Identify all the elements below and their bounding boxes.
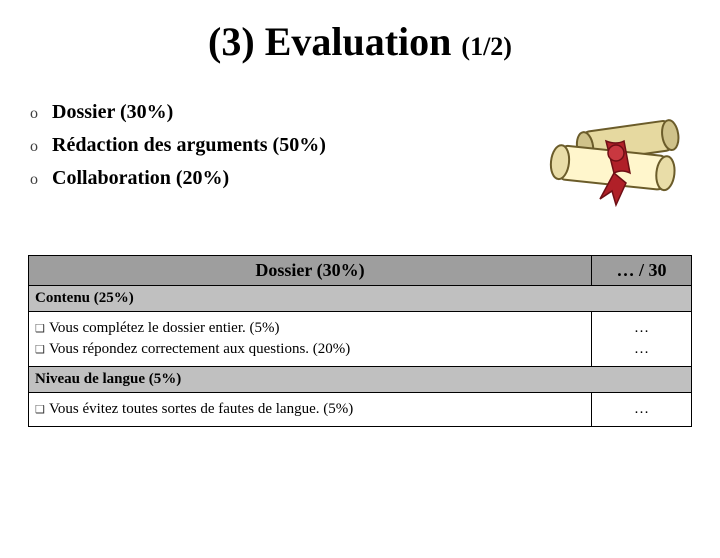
rubric-item-score: … bbox=[634, 401, 649, 417]
rubric-item-text: Vous complétez le dossier entier. (5%) bbox=[49, 320, 280, 336]
checkbox-icon: ❑ bbox=[35, 403, 49, 418]
bullet-text: Dossier (30%) bbox=[52, 101, 173, 124]
table-row: Dossier (30%) … / 30 bbox=[29, 256, 692, 286]
rubric-item-score: … bbox=[634, 341, 649, 357]
rubric-item-text: Vous évitez toutes sortes de fautes de l… bbox=[49, 401, 353, 417]
rubric-item-text: Vous répondez correctement aux questions… bbox=[49, 341, 350, 357]
rubric-items-cell: ❑Vous complétez le dossier entier. (5%) … bbox=[29, 312, 592, 367]
rubric-score-cell: … bbox=[592, 393, 692, 427]
list-item: o Dossier (30%) bbox=[28, 101, 526, 124]
rubric-section-label: Contenu (25%) bbox=[29, 286, 692, 312]
diploma-scroll-icon bbox=[526, 95, 692, 215]
rubric-items-cell: ❑Vous évitez toutes sortes de fautes de … bbox=[29, 393, 592, 427]
title-page-indicator: (1/2) bbox=[461, 32, 512, 61]
checkbox-icon: ❑ bbox=[35, 343, 49, 358]
checkbox-icon: ❑ bbox=[35, 322, 49, 337]
bullet-list: o Dossier (30%) o Rédaction des argument… bbox=[28, 95, 526, 200]
bullet-marker: o bbox=[28, 171, 52, 189]
slide-title: (3) Evaluation (1/2) bbox=[0, 18, 720, 65]
rubric-score-cell: … … bbox=[592, 312, 692, 367]
table-row: Niveau de langue (5%) bbox=[29, 367, 692, 393]
rubric-section-label: Niveau de langue (5%) bbox=[29, 367, 692, 393]
bullet-marker: o bbox=[28, 105, 52, 123]
rubric-table: Dossier (30%) … / 30 Contenu (25%) ❑Vous… bbox=[28, 255, 692, 427]
rubric-header-title: Dossier (30%) bbox=[29, 256, 592, 286]
title-main: (3) Evaluation bbox=[208, 19, 451, 64]
bullet-text: Rédaction des arguments (50%) bbox=[52, 134, 326, 157]
rubric-header-score: … / 30 bbox=[592, 256, 692, 286]
rubric-item-score: … bbox=[634, 320, 649, 336]
list-item: o Rédaction des arguments (50%) bbox=[28, 134, 526, 157]
list-item: o Collaboration (20%) bbox=[28, 167, 526, 190]
table-row: ❑Vous évitez toutes sortes de fautes de … bbox=[29, 393, 692, 427]
bullet-text: Collaboration (20%) bbox=[52, 167, 229, 190]
table-row: Contenu (25%) bbox=[29, 286, 692, 312]
bullet-marker: o bbox=[28, 138, 52, 156]
table-row: ❑Vous complétez le dossier entier. (5%) … bbox=[29, 312, 692, 367]
content-row: o Dossier (30%) o Rédaction des argument… bbox=[0, 95, 720, 215]
